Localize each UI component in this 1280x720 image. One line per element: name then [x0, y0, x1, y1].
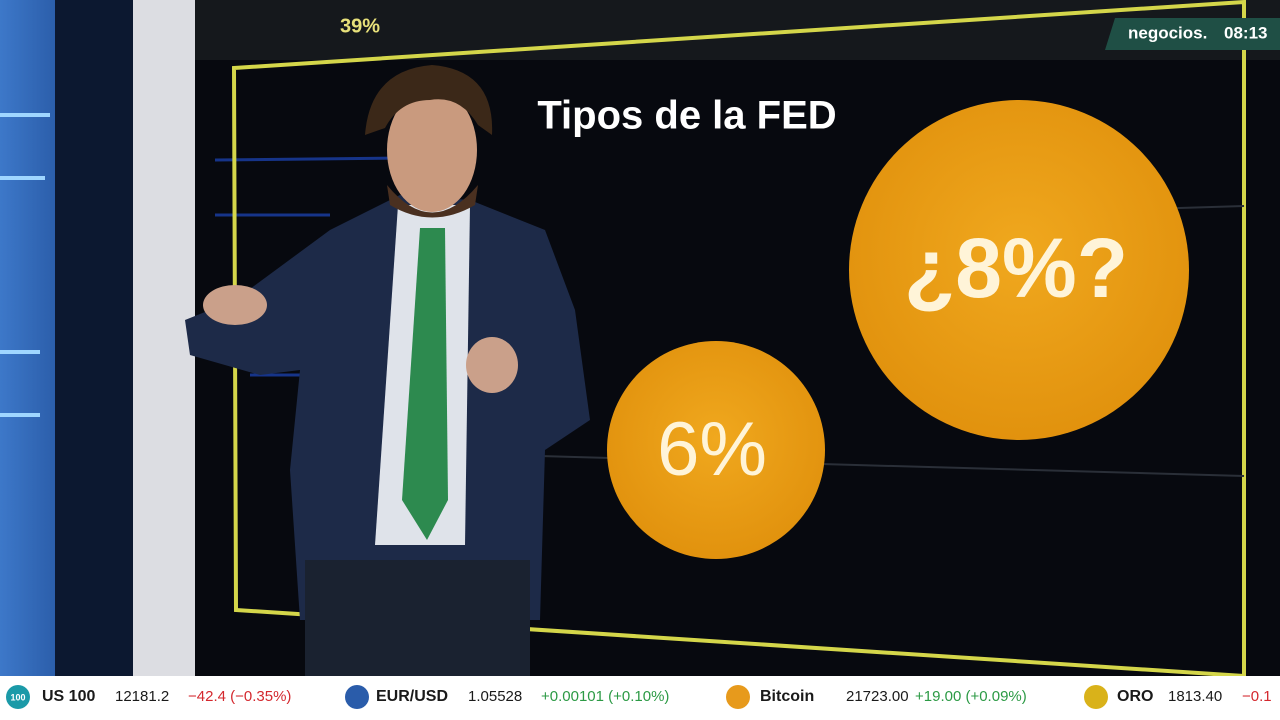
ticker: 100 US 100 12181.2 −42.4 (−0.35%) EUR/USD 1.0…: [6, 685, 1272, 709]
ticker-bar: [0, 676, 1280, 720]
circle-label: 6%: [657, 407, 767, 492]
ticker-icon: [6, 685, 30, 709]
ticker-change: −0.1: [1242, 688, 1272, 705]
ticker-change: +0.00101 (+0.10%): [541, 688, 669, 705]
circle-small: [607, 341, 825, 559]
ticker-name: Bitcoin: [760, 688, 814, 705]
ticker-name: EUR/USD: [376, 688, 448, 705]
ticker-change: +19.00 (+0.09%): [915, 688, 1027, 705]
ticker-name: ORO: [1117, 688, 1153, 705]
ticker-price: 12181.2: [115, 688, 169, 705]
white-wall: [133, 0, 198, 676]
ticker-icon: [726, 685, 750, 709]
ticker-name: US 100: [42, 688, 95, 705]
top-figure: 39%: [340, 15, 380, 37]
ticker-icon: [1084, 685, 1108, 709]
pillar: [55, 0, 133, 676]
logo-box: [1105, 18, 1280, 50]
ticker-icon-label: 100: [10, 692, 25, 702]
screen-title: Tipos de la FED: [537, 94, 836, 138]
clock: 08:13: [1224, 23, 1267, 42]
studio-wall: [0, 0, 60, 676]
ticker-change: −42.4 (−0.35%): [188, 688, 291, 705]
circle-label: ¿8%?: [904, 221, 1128, 315]
ticker-price: 21723.00: [846, 688, 909, 705]
channel-logo: negocios.: [1128, 23, 1207, 42]
presenter: [185, 65, 590, 676]
ticker-icon: [345, 685, 369, 709]
circle-large: [849, 100, 1189, 440]
ticker-price: 1.05528: [468, 688, 522, 705]
ticker-price: 1813.40: [1168, 688, 1222, 705]
light-stripes: [0, 113, 50, 417]
